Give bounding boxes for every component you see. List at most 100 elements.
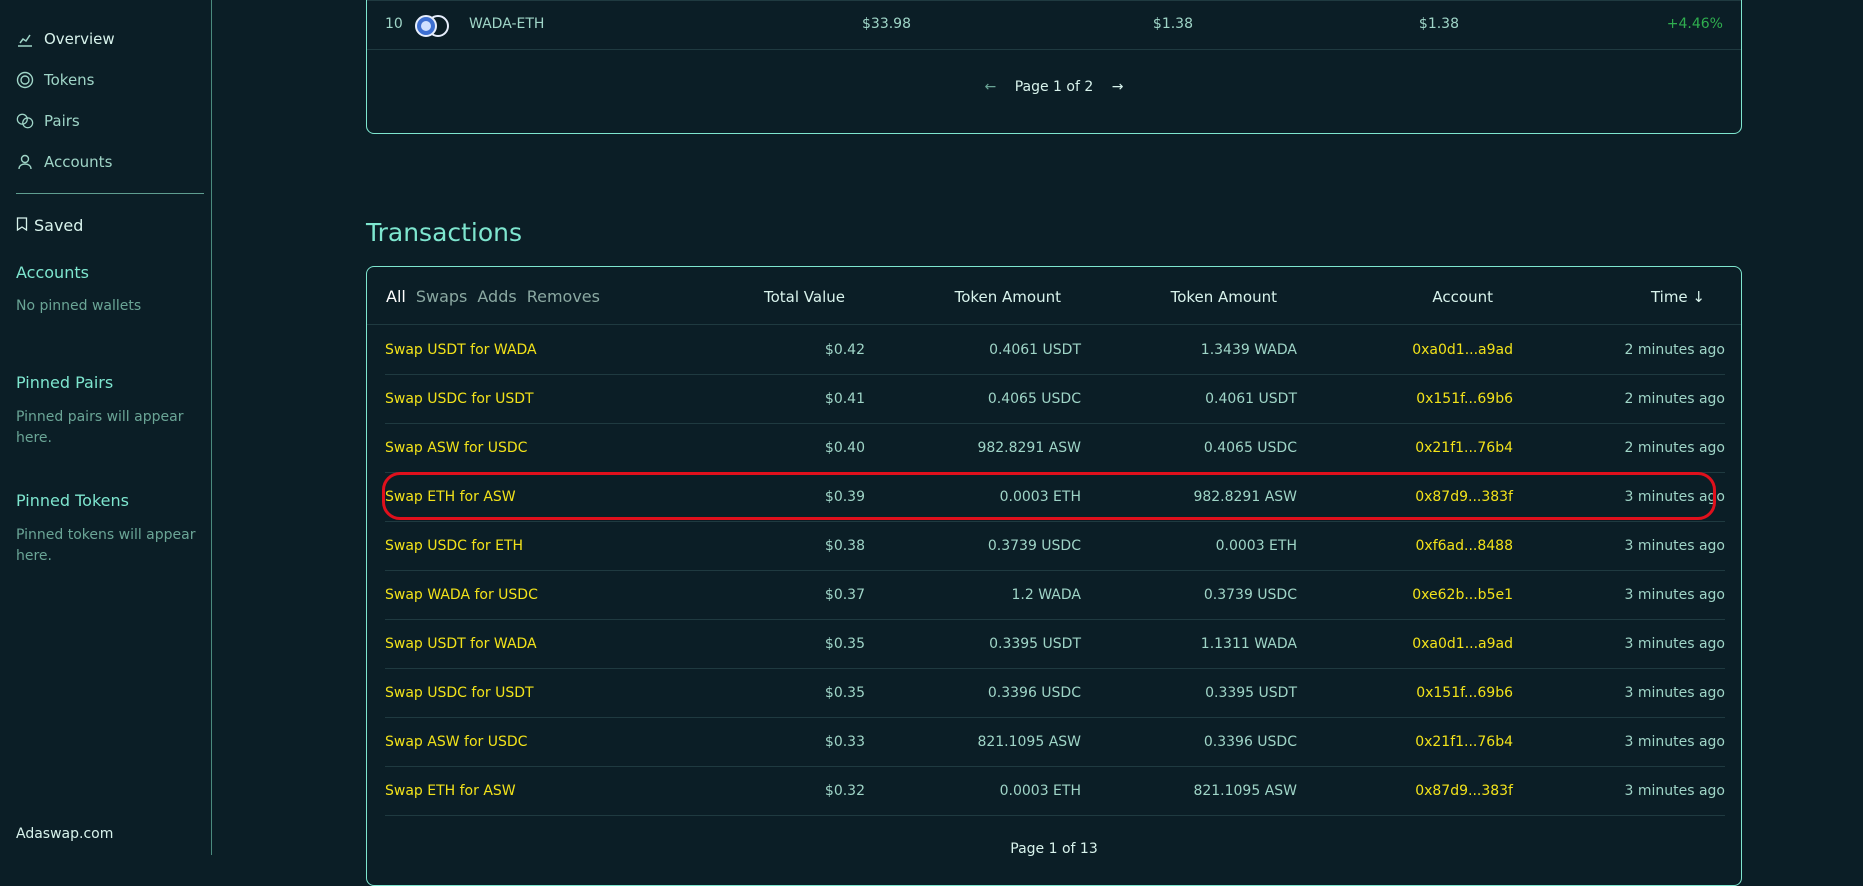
pairs-table-panel: 10 WADA-ETH $33.98 $1.38 $1.38 +4.46% ← … bbox=[366, 0, 1742, 134]
accounts-empty-text: No pinned wallets bbox=[16, 298, 142, 314]
table-row[interactable]: Swap USDT for WADA $0.42 0.4061 USDT 1.3439… bbox=[385, 326, 1725, 375]
saved-link[interactable]: Saved bbox=[16, 216, 83, 235]
pinned-pairs-text: Pinned pairs will appear here. bbox=[16, 409, 184, 446]
chart-icon bbox=[16, 30, 34, 48]
next-page-arrow[interactable]: → bbox=[1111, 79, 1124, 95]
tx-token-amount-1: 821.1095 ASW bbox=[977, 734, 1081, 750]
nav-tokens-label: Tokens bbox=[44, 71, 95, 89]
tx-time: 3 minutes ago bbox=[1624, 636, 1725, 652]
nav-accounts[interactable]: Accounts bbox=[16, 153, 112, 171]
tx-total-value: $0.39 bbox=[824, 489, 865, 505]
transactions-title: Transactions bbox=[366, 218, 523, 247]
tx-time: 3 minutes ago bbox=[1624, 783, 1725, 799]
tx-token-amount-1: 0.4061 USDT bbox=[989, 342, 1081, 358]
saved-label: Saved bbox=[34, 216, 84, 235]
tx-time: 3 minutes ago bbox=[1624, 538, 1725, 554]
tx-type-link[interactable]: Swap ASW for USDC bbox=[385, 440, 528, 456]
token-icon bbox=[16, 71, 34, 89]
tx-type-link[interactable]: Swap USDC for USDT bbox=[385, 685, 534, 701]
pairs-pager: ← Page 1 of 2 → bbox=[367, 79, 1741, 95]
tx-type-link[interactable]: Swap ETH for ASW bbox=[385, 489, 516, 505]
tx-total-value: $0.33 bbox=[824, 734, 865, 750]
prev-page-arrow[interactable]: ← bbox=[984, 79, 997, 95]
col-account[interactable]: Account bbox=[1432, 288, 1493, 306]
table-row[interactable]: Swap ASW for USDC $0.33 821.1095 ASW 0.3396… bbox=[385, 718, 1725, 767]
transactions-panel: All Swaps Adds Removes Total Value Token… bbox=[366, 266, 1742, 886]
tx-type-link[interactable]: Swap USDC for USDT bbox=[385, 391, 534, 407]
tx-account-link[interactable]: 0x21f1...76b4 bbox=[1415, 734, 1513, 750]
tx-token-amount-2: 0.4065 USDC bbox=[1203, 440, 1297, 456]
sidebar: Overview Tokens Pairs Accounts Saved Acc… bbox=[0, 0, 212, 855]
tx-token-amount-1: 0.0003 ETH bbox=[999, 489, 1081, 505]
col-total-value[interactable]: Total Value bbox=[764, 288, 845, 306]
main-content: 10 WADA-ETH $33.98 $1.38 $1.38 +4.46% ← … bbox=[212, 0, 1863, 886]
nav-pairs-label: Pairs bbox=[44, 112, 80, 130]
row-index: 10 bbox=[385, 16, 403, 32]
tx-account-link[interactable]: 0xa0d1...a9ad bbox=[1412, 342, 1513, 358]
table-row[interactable]: Swap USDC for ETH $0.38 0.3739 USDC 0.0003 … bbox=[385, 522, 1725, 571]
tx-token-amount-2: 0.3739 USDC bbox=[1203, 587, 1297, 603]
table-row[interactable]: 10 WADA-ETH $33.98 $1.38 $1.38 +4.46% bbox=[367, 0, 1741, 50]
table-row[interactable]: Swap USDC for USDT $0.35 0.3396 USDC 0.3395… bbox=[385, 669, 1725, 718]
tx-token-amount-2: 0.4061 USDT bbox=[1205, 391, 1297, 407]
table-row[interactable]: Swap USDT for WADA $0.35 0.3395 USDT 1.1311… bbox=[385, 620, 1725, 669]
tx-type-link[interactable]: Swap USDT for WADA bbox=[385, 342, 537, 358]
tx-account-link[interactable]: 0xf6ad...8488 bbox=[1415, 538, 1513, 554]
sidebar-divider bbox=[16, 193, 204, 194]
transactions-page-text: Page 1 of 13 bbox=[1010, 841, 1098, 857]
tx-token-amount-2: 1.1311 WADA bbox=[1200, 636, 1297, 652]
tx-account-link[interactable]: 0xe62b...b5e1 bbox=[1412, 587, 1513, 603]
tx-token-amount-2: 0.3395 USDT bbox=[1205, 685, 1297, 701]
tx-type-link[interactable]: Swap USDC for ETH bbox=[385, 538, 524, 554]
table-row[interactable]: Swap ETH for ASW $0.32 0.0003 ETH 821.1095 … bbox=[385, 767, 1725, 816]
col-token-amount-2[interactable]: Token Amount bbox=[1170, 288, 1277, 306]
table-row[interactable]: Swap USDC for USDT $0.41 0.4065 USDC 0.4061… bbox=[385, 375, 1725, 424]
filter-removes[interactable]: Removes bbox=[526, 287, 600, 306]
tx-total-value: $0.35 bbox=[824, 685, 865, 701]
tx-token-amount-1: 0.3739 USDC bbox=[987, 538, 1081, 554]
col-token-amount-1[interactable]: Token Amount bbox=[954, 288, 1061, 306]
tx-account-link[interactable]: 0x87d9...383f bbox=[1415, 783, 1513, 799]
pair-liquidity: $33.98 bbox=[862, 16, 911, 32]
tx-type-link[interactable]: Swap ASW for USDC bbox=[385, 734, 528, 750]
accounts-heading: Accounts bbox=[16, 263, 89, 282]
nav-pairs[interactable]: Pairs bbox=[16, 112, 80, 130]
tx-total-value: $0.32 bbox=[824, 783, 865, 799]
filter-adds[interactable]: Adds bbox=[477, 287, 517, 306]
tx-type-link[interactable]: Swap WADA for USDC bbox=[385, 587, 538, 603]
tx-total-value: $0.35 bbox=[824, 636, 865, 652]
tx-account-link[interactable]: 0x87d9...383f bbox=[1415, 489, 1513, 505]
tx-account-link[interactable]: 0x21f1...76b4 bbox=[1415, 440, 1513, 456]
tx-time: 2 minutes ago bbox=[1624, 440, 1725, 456]
nav-overview[interactable]: Overview bbox=[16, 30, 115, 48]
table-row[interactable]: Swap ASW for USDC $0.40 982.8291 ASW 0.4065… bbox=[385, 424, 1725, 473]
nav-tokens[interactable]: Tokens bbox=[16, 71, 95, 89]
tx-token-amount-1: 0.3396 USDC bbox=[987, 685, 1081, 701]
tx-token-amount-2: 1.3439 WADA bbox=[1200, 342, 1297, 358]
tx-account-link[interactable]: 0x151f...69b6 bbox=[1416, 391, 1513, 407]
tx-time: 2 minutes ago bbox=[1624, 391, 1725, 407]
transaction-filters: All Swaps Adds Removes bbox=[386, 287, 600, 306]
pinned-tokens-heading: Pinned Tokens bbox=[16, 491, 129, 510]
tx-total-value: $0.37 bbox=[824, 587, 865, 603]
brand-link[interactable]: Adaswap.com bbox=[16, 826, 114, 842]
tx-total-value: $0.38 bbox=[824, 538, 865, 554]
tx-type-link[interactable]: Swap USDT for WADA bbox=[385, 636, 537, 652]
nav-accounts-label: Accounts bbox=[44, 153, 113, 171]
col-time[interactable]: Time ↓ bbox=[1650, 288, 1705, 306]
tx-time: 3 minutes ago bbox=[1624, 685, 1725, 701]
tx-token-amount-1: 982.8291 ASW bbox=[977, 440, 1081, 456]
transactions-pager: Page 1 of 13 bbox=[367, 841, 1741, 857]
pair-name[interactable]: WADA-ETH bbox=[469, 16, 545, 32]
tx-total-value: $0.40 bbox=[824, 440, 865, 456]
tx-type-link[interactable]: Swap ETH for ASW bbox=[385, 783, 516, 799]
table-row[interactable]: Swap WADA for USDC $0.37 1.2 WADA 0.3739 US… bbox=[385, 571, 1725, 620]
tx-account-link[interactable]: 0xa0d1...a9ad bbox=[1412, 636, 1513, 652]
transactions-header: All Swaps Adds Removes Total Value Token… bbox=[367, 267, 1741, 325]
filter-swaps[interactable]: Swaps bbox=[415, 287, 468, 306]
pinned-tokens-text: Pinned tokens will appear here. bbox=[16, 527, 196, 564]
pinned-pairs-heading: Pinned Pairs bbox=[16, 373, 114, 392]
table-row[interactable]: Swap ETH for ASW $0.39 0.0003 ETH 982.8291 … bbox=[385, 473, 1725, 522]
tx-account-link[interactable]: 0x151f...69b6 bbox=[1416, 685, 1513, 701]
filter-all[interactable]: All bbox=[386, 287, 406, 306]
